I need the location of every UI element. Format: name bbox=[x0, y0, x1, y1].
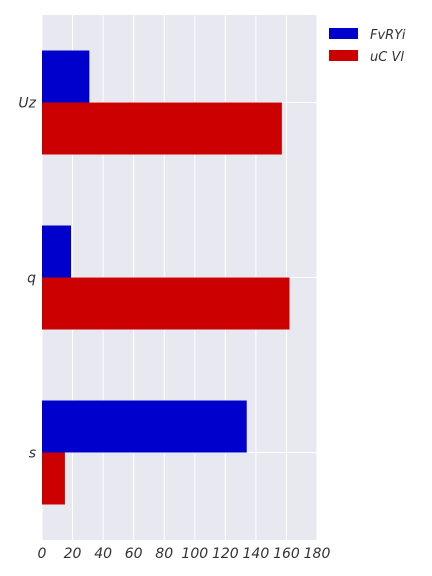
legend-swatch-0 bbox=[329, 28, 358, 39]
x-tick-label: 120 bbox=[212, 546, 239, 562]
x-tick-label: 100 bbox=[181, 546, 208, 562]
x-tick-label: 180 bbox=[304, 546, 331, 562]
legend-label-1: uC Vl bbox=[370, 50, 404, 65]
legend-label-0: FvRYi bbox=[370, 28, 406, 43]
y-tick-label: Uz bbox=[18, 96, 36, 112]
y-tick-label: q bbox=[27, 271, 36, 287]
y-tick-label: s bbox=[29, 446, 36, 462]
legend: FvRYi uC Vl bbox=[329, 28, 406, 65]
x-tick-label: 60 bbox=[125, 546, 143, 562]
legend-swatch-1 bbox=[329, 50, 358, 61]
x-tick-label: 160 bbox=[273, 546, 300, 562]
x-tick-label: 80 bbox=[155, 546, 173, 562]
bar-series2 bbox=[42, 452, 65, 505]
x-tick-labels: 0 20 40 60 80 100 120 140 160 180 bbox=[38, 546, 331, 562]
bars bbox=[42, 50, 290, 505]
bar-series1 bbox=[42, 50, 90, 103]
x-tick-label: 20 bbox=[64, 546, 82, 562]
x-tick-label: 40 bbox=[94, 546, 112, 562]
bar-series1 bbox=[42, 225, 72, 278]
y-tick-labels: Uz q s bbox=[18, 96, 36, 462]
bar-series2 bbox=[42, 277, 290, 330]
x-tick-label: 140 bbox=[243, 546, 270, 562]
bar-series2 bbox=[42, 102, 282, 155]
bar-series1 bbox=[42, 400, 247, 453]
x-tick-label: 0 bbox=[38, 546, 47, 562]
